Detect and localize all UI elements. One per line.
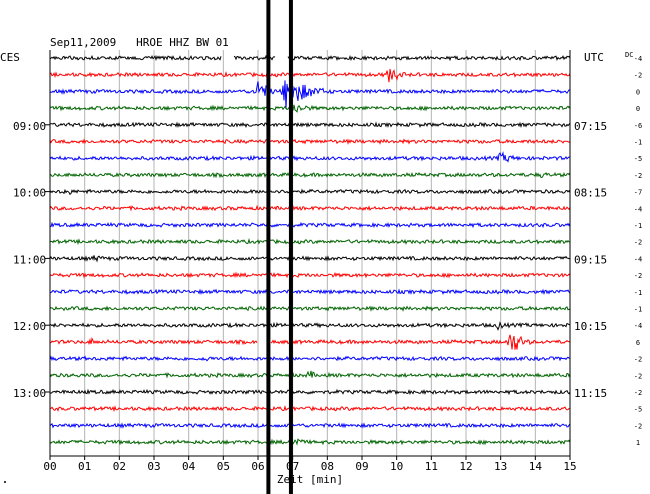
dc-offset-label-16: -4 [634, 322, 642, 330]
dc-offset-label-1: -2 [634, 72, 642, 80]
x-tick-label-12: 12 [459, 460, 472, 473]
left-time-label-1100: 11:00 [13, 253, 46, 266]
dc-offset-label-12: -4 [634, 255, 642, 263]
x-axis-label: Zeit [min] [277, 473, 343, 486]
plot-frame [4, 50, 571, 483]
trace-15 [49, 305, 571, 312]
dc-offset-label-15: -1 [634, 306, 642, 314]
dc-offset-label-5: -1 [634, 139, 642, 147]
left-corner-label: CES [0, 51, 20, 64]
trace-8 [49, 188, 571, 196]
trace-9 [49, 204, 571, 212]
dc-offset-label-22: -2 [634, 422, 642, 430]
left-time-label-1000: 10:00 [13, 187, 46, 200]
left-time-label-0900: 09:00 [13, 120, 46, 133]
trace-23 [49, 437, 571, 446]
trace-6 [49, 151, 571, 163]
x-tick-label-10: 10 [390, 460, 403, 473]
x-tick-label-08: 08 [321, 460, 334, 473]
labels: Sep11,2009 HROE HHZ BW 01 CES UTC DC Zei… [0, 36, 642, 486]
left-time-label-1200: 12:00 [13, 320, 46, 333]
trace-20 [49, 388, 571, 396]
dc-offset-label-21: -5 [634, 406, 642, 414]
trace-7 [49, 171, 571, 179]
trace-3 [49, 104, 571, 113]
x-tick-label-07: 07 [286, 460, 299, 473]
right-time-label-1015: 10:15 [574, 320, 607, 333]
x-tick-label-14: 14 [529, 460, 543, 473]
trace-5 [49, 138, 571, 145]
dc-offset-label-2: 0 [636, 88, 640, 96]
x-tick-label-06: 06 [251, 460, 264, 473]
trace-18 [49, 355, 571, 362]
dc-offset-label-18: -2 [634, 356, 642, 364]
right-time-label-0915: 09:15 [574, 253, 607, 266]
trace-22 [49, 422, 571, 429]
chart-title: Sep11,2009 HROE HHZ BW 01 [50, 36, 229, 49]
trace-17 [49, 334, 571, 350]
dc-label: DC [625, 51, 633, 59]
dc-offset-label-4: -6 [634, 122, 642, 130]
dc-offset-label-11: -2 [634, 239, 642, 247]
x-tick-label-03: 03 [147, 460, 160, 473]
trace-10 [49, 221, 571, 229]
dc-offset-label-14: -1 [634, 289, 642, 297]
x-tick-label-02: 02 [113, 460, 126, 473]
dc-offset-label-20: -2 [634, 389, 642, 397]
dc-offset-label-10: -1 [634, 222, 642, 230]
right-time-label-0815: 08:15 [574, 187, 607, 200]
dc-offset-label-23: 1 [636, 439, 640, 447]
left-time-label-1300: 13:00 [13, 387, 46, 400]
x-tick-label-09: 09 [355, 460, 368, 473]
trace-19 [49, 370, 571, 379]
x-tick-label-00: 00 [43, 460, 56, 473]
dc-offset-label-8: -7 [634, 189, 642, 197]
trace-11 [49, 238, 571, 246]
right-corner-label: UTC [584, 51, 604, 64]
dc-offset-label-3: 0 [636, 105, 640, 113]
dc-offset-label-9: -4 [634, 205, 642, 213]
corner-dot [4, 481, 6, 483]
trace-14 [49, 288, 571, 296]
x-tick-label-15: 15 [563, 460, 576, 473]
right-time-label-0715: 07:15 [574, 120, 607, 133]
seismic-traces [49, 54, 571, 446]
x-tick-label-01: 01 [78, 460, 91, 473]
trace-4 [49, 121, 571, 129]
right-time-label-1115: 11:15 [574, 387, 607, 400]
dc-offset-label-7: -2 [634, 172, 642, 180]
trace-1 [49, 68, 571, 83]
dc-offset-label-0: -4 [634, 55, 642, 63]
trace-12 [49, 255, 571, 263]
x-tick-label-05: 05 [217, 460, 230, 473]
x-tick-label-11: 11 [425, 460, 438, 473]
dc-offset-label-17: 6 [636, 339, 640, 347]
dc-offset-label-19: -2 [634, 372, 642, 380]
dc-offset-label-6: -5 [634, 155, 642, 163]
trace-21 [50, 405, 571, 413]
vertical-markers [266, 0, 293, 494]
x-tick-label-04: 04 [182, 460, 196, 473]
dc-offset-label-13: -2 [634, 272, 642, 280]
trace-16 [49, 321, 571, 331]
trace-13 [49, 271, 571, 279]
trace-2 [49, 80, 571, 110]
x-tick-label-13: 13 [494, 460, 507, 473]
